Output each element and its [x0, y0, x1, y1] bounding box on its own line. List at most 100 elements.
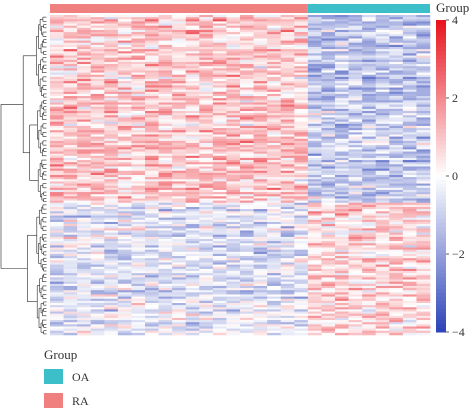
heatmap-cell	[145, 251, 159, 255]
heatmap-cell	[253, 185, 268, 189]
heatmap-cell	[307, 177, 322, 180]
heatmap-cell	[294, 29, 309, 33]
heatmap-cell	[402, 198, 417, 201]
heatmap-cell	[375, 320, 390, 323]
heatmap-cell	[416, 281, 431, 285]
heatmap-cell	[362, 322, 377, 325]
heatmap-cell	[172, 151, 187, 154]
heatmap-cell	[416, 179, 431, 182]
heatmap-cell	[335, 172, 349, 176]
heatmap-cell	[348, 21, 363, 24]
heatmap-cell	[307, 123, 322, 127]
heatmap-cell	[362, 106, 377, 110]
heatmap-cell	[199, 149, 214, 152]
heatmap-cell	[280, 121, 295, 125]
heatmap-cell	[50, 49, 64, 52]
heatmap-cell	[402, 140, 417, 144]
heatmap-cell	[335, 285, 349, 289]
heatmap-cell	[50, 230, 64, 233]
heatmap-cell	[362, 324, 377, 327]
heatmap-cell	[63, 38, 78, 41]
heatmap-cell	[117, 68, 132, 71]
heatmap-cell	[348, 296, 363, 300]
heatmap-cell	[335, 57, 349, 61]
heatmap-cell	[267, 170, 282, 174]
heatmap-cell	[375, 19, 390, 22]
heatmap-cell	[90, 123, 105, 127]
heatmap-cell	[185, 32, 200, 35]
heatmap-cell	[280, 85, 295, 88]
heatmap-cell	[294, 40, 309, 44]
heatmap-cell	[50, 215, 64, 218]
heatmap-cell	[348, 117, 363, 120]
heatmap-cell	[362, 219, 377, 223]
heatmap-cell	[199, 271, 214, 274]
heatmap-cell	[348, 70, 363, 73]
heatmap-cell	[131, 200, 146, 204]
heatmap-cell	[294, 136, 309, 140]
heatmap-cell	[50, 53, 64, 56]
heatmap-cell	[416, 29, 431, 33]
heatmap-cell	[362, 268, 377, 272]
heatmap-cell	[212, 40, 227, 44]
heatmap-cell	[362, 117, 377, 120]
heatmap-cell	[375, 100, 390, 103]
heatmap-cell	[321, 296, 336, 300]
heatmap-cell	[267, 119, 282, 122]
heatmap-cell	[131, 81, 146, 84]
heatmap-cell	[131, 106, 146, 110]
heatmap-cell	[104, 300, 119, 304]
heatmap-cell	[158, 145, 173, 148]
heatmap-cell	[90, 164, 105, 167]
heatmap-cell	[63, 119, 78, 122]
heatmap-cell	[117, 332, 132, 336]
heatmap-cell	[362, 108, 377, 112]
heatmap-cell	[90, 49, 105, 52]
heatmap-cell	[280, 275, 295, 278]
heatmap-cell	[185, 113, 200, 116]
heatmap-cell	[131, 155, 146, 159]
heatmap-cell	[348, 51, 363, 54]
heatmap-cell	[389, 98, 404, 101]
heatmap-cell	[131, 119, 146, 122]
heatmap-cell	[90, 68, 105, 71]
heatmap-cell	[253, 27, 268, 31]
heatmap-cell	[50, 330, 64, 334]
heatmap-cell	[375, 290, 390, 293]
heatmap-cell	[280, 59, 295, 63]
heatmap-cell	[294, 138, 309, 142]
heatmap-cell	[362, 290, 377, 293]
heatmap-cell	[158, 234, 173, 238]
heatmap-cell	[158, 64, 173, 67]
heatmap-cell	[416, 256, 431, 259]
heatmap-cell	[158, 164, 173, 167]
heatmap-cell	[389, 300, 404, 304]
heatmap-cell	[90, 260, 105, 263]
heatmap-cell	[104, 151, 119, 154]
heatmap-cell	[280, 115, 295, 118]
heatmap-cell	[253, 207, 268, 210]
heatmap-cell	[131, 123, 146, 127]
heatmap-cell	[321, 281, 336, 285]
heatmap-cell	[185, 268, 200, 272]
heatmap-cell	[172, 249, 187, 253]
heatmap-cell	[158, 330, 173, 334]
heatmap-cell	[362, 21, 377, 24]
heatmap-cell	[294, 168, 309, 172]
heatmap-cell	[267, 298, 282, 302]
heatmap-cell	[77, 234, 92, 238]
heatmap-cell	[158, 332, 173, 336]
heatmap-cell	[90, 96, 105, 99]
heatmap-cell	[131, 164, 146, 167]
heatmap-cell	[307, 271, 322, 274]
heatmap-cell	[117, 311, 132, 314]
heatmap-cell	[240, 70, 254, 73]
heatmap-cell	[335, 264, 349, 268]
heatmap-cell	[280, 96, 295, 99]
heatmap-cell	[172, 224, 187, 227]
heatmap-cell	[240, 303, 254, 306]
heatmap-cell	[104, 226, 119, 229]
heatmap-cell	[131, 74, 146, 78]
heatmap-cell	[253, 21, 268, 24]
heatmap-cell	[131, 34, 146, 37]
